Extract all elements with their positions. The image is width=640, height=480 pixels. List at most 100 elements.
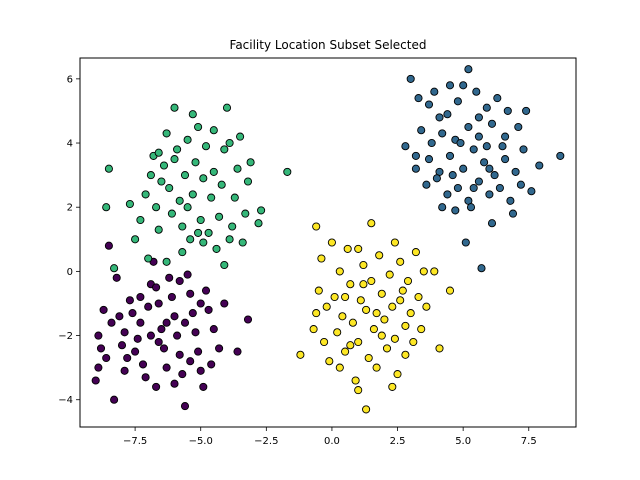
- scatter-point: [180, 402, 190, 411]
- scatter-point: [322, 302, 331, 311]
- scatter-point: [167, 209, 176, 218]
- scatter-point: [104, 241, 113, 250]
- scatter-point: [175, 350, 184, 359]
- scatter-point: [207, 360, 216, 369]
- scatter-point: [453, 97, 462, 106]
- scatter-point: [354, 337, 363, 347]
- scatter-point: [154, 148, 163, 157]
- scatter-point: [199, 382, 208, 391]
- scatter-point: [459, 81, 468, 90]
- scatter-point: [112, 273, 121, 282]
- scatter-point: [424, 155, 434, 164]
- scatter-point: [375, 251, 384, 260]
- scatter-point: [359, 280, 368, 289]
- scatter-point: [396, 257, 405, 266]
- scatter-point: [466, 203, 476, 212]
- scatter-point: [377, 331, 386, 340]
- scatter-point: [516, 180, 525, 189]
- scatter-point: [438, 129, 447, 138]
- scatter-point: [243, 177, 253, 186]
- scatter-point: [501, 132, 510, 141]
- scatter-point: [146, 171, 155, 180]
- scatter-point: [485, 190, 494, 199]
- scatter-point: [406, 309, 415, 318]
- scatter-point: [186, 357, 195, 366]
- scatter-point: [401, 350, 410, 359]
- scatter-point: [464, 122, 473, 132]
- scatter-point: [131, 235, 140, 244]
- scatter-point: [120, 328, 129, 337]
- scatter-point: [338, 312, 347, 321]
- scatter-point: [110, 395, 119, 404]
- scatter-point: [482, 103, 491, 112]
- scatter-point: [209, 126, 218, 135]
- scatter-point: [503, 106, 512, 115]
- scatter-point: [186, 289, 195, 298]
- scatter-point: [201, 286, 211, 295]
- scatter-point: [327, 238, 336, 247]
- scatter-point: [474, 113, 483, 122]
- scatter-point: [432, 174, 441, 183]
- y-tick-label: −2: [58, 331, 73, 342]
- x-tick-label: −5.0: [189, 436, 213, 447]
- scatter-point: [372, 363, 381, 372]
- scatter-point: [115, 312, 124, 321]
- scatter-point: [364, 353, 373, 363]
- scatter-point: [320, 337, 329, 347]
- scatter-point: [445, 151, 455, 160]
- scatter-point: [456, 138, 465, 148]
- scatter-point: [233, 347, 242, 356]
- scatter-point: [396, 296, 405, 305]
- scatter-point: [482, 142, 491, 151]
- scatter-point: [348, 318, 357, 327]
- scatter-point: [527, 187, 536, 196]
- scatter-point: [498, 142, 507, 151]
- scatter-point: [178, 370, 187, 379]
- scatter-point: [222, 103, 232, 112]
- scatter-point: [464, 65, 473, 74]
- scatter-point: [183, 270, 192, 279]
- scatter-point: [217, 180, 226, 189]
- scatter-point: [94, 331, 103, 340]
- scatter-point: [204, 228, 213, 237]
- scatter-point: [448, 171, 457, 180]
- scatter-point: [411, 248, 420, 257]
- scatter-point: [377, 289, 386, 298]
- scatter-point: [175, 196, 184, 205]
- scatter-point: [228, 222, 237, 231]
- scatter-point: [146, 331, 155, 340]
- scatter-point: [356, 296, 365, 305]
- scatter-point: [170, 103, 179, 112]
- scatter-point: [188, 110, 197, 119]
- scatter-point: [390, 238, 399, 247]
- scatter-point: [194, 122, 203, 132]
- plot-frame: [79, 57, 577, 428]
- scatter-point: [435, 113, 444, 122]
- scatter-point: [487, 119, 497, 128]
- scatter-point: [212, 244, 221, 253]
- scatter-point: [427, 138, 436, 148]
- scatter-point: [487, 219, 497, 228]
- y-axis-ticks: −4 −2 0 2 4 6: [58, 74, 80, 406]
- scatter-point: [343, 244, 352, 253]
- scatter-point: [194, 347, 203, 356]
- y-tick-label: 6: [67, 74, 73, 85]
- scatter-point: [380, 315, 389, 324]
- scatter-point: [199, 238, 208, 247]
- scatter-point: [522, 106, 531, 115]
- scatter-point: [430, 267, 439, 276]
- scatter-point: [233, 164, 242, 173]
- scatter-point: [417, 126, 426, 135]
- scatter-point: [485, 164, 494, 173]
- scatter-point: [104, 164, 113, 173]
- scatter-point: [186, 235, 195, 244]
- scatter-point: [369, 325, 378, 334]
- scatter-point: [144, 254, 153, 263]
- scatter-point: [362, 405, 371, 414]
- scatter-point: [312, 222, 321, 231]
- scatter-point: [341, 292, 350, 302]
- scatter-point: [480, 158, 489, 167]
- scatter-point: [493, 94, 502, 103]
